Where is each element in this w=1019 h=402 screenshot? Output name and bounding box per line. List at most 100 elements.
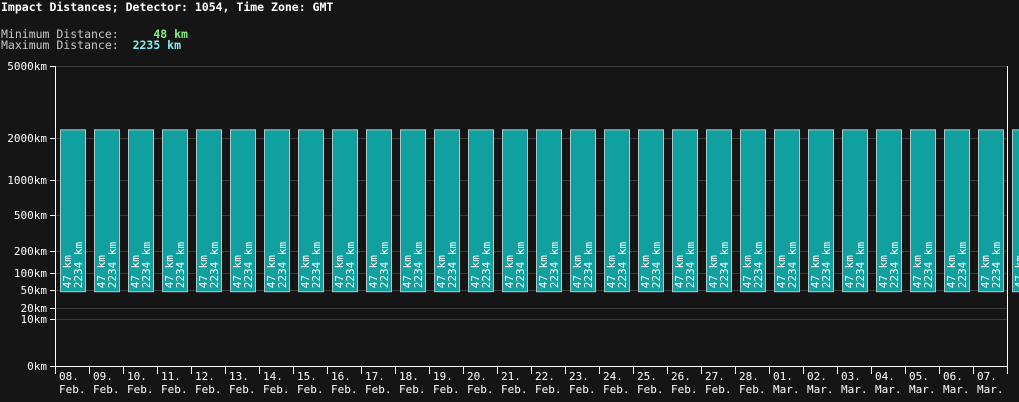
bar-rect[interactable]: [944, 129, 970, 293]
bar-rect[interactable]: [264, 129, 290, 293]
bar-rect[interactable]: [60, 129, 86, 293]
bar-rect[interactable]: [570, 129, 596, 293]
bar-rect[interactable]: [400, 129, 426, 293]
bar-max-label: 2234 km: [650, 241, 663, 288]
x-tick-label-month: Feb.: [535, 383, 562, 396]
bar-min-label: 47 km: [673, 255, 686, 288]
bar-min-label: 47 km: [775, 255, 788, 288]
bar-rect[interactable]: [910, 129, 936, 293]
bar-rect[interactable]: [94, 129, 120, 293]
bar-min-label: 47 km: [571, 255, 584, 288]
bar-rect[interactable]: [604, 129, 630, 293]
bar-rect[interactable]: [706, 129, 732, 293]
x-tick-label-day: 18.: [399, 370, 419, 383]
bar-min-label: 47 km: [469, 255, 482, 288]
bar-rect[interactable]: [434, 129, 460, 293]
x-tick-label-month: Feb.: [569, 383, 596, 396]
x-tick-label-month: Mar.: [807, 383, 834, 396]
x-tick-label-day: 06.: [943, 370, 963, 383]
bar-rect[interactable]: [808, 129, 834, 293]
bar-rect[interactable]: [468, 129, 494, 293]
bar-rect[interactable]: [230, 129, 256, 293]
bar-rect[interactable]: [978, 129, 1004, 293]
bar-min-label: 47 km: [741, 255, 754, 288]
x-tick-label-day: 07.: [977, 370, 997, 383]
x-tick-label-month: Mar.: [841, 383, 868, 396]
bar-rect[interactable]: [162, 129, 188, 293]
x-tick-label-month: Feb.: [637, 383, 664, 396]
bar-rect[interactable]: [638, 129, 664, 293]
bar-max-label: 2234 km: [446, 241, 459, 288]
bar-min-label: 47 km: [503, 255, 516, 288]
bar-rect[interactable]: [128, 129, 154, 293]
bar-rect[interactable]: [536, 129, 562, 293]
bar-rect[interactable]: [196, 129, 222, 293]
bar-rect[interactable]: [740, 129, 766, 293]
x-tick-label-month: Feb.: [59, 383, 86, 396]
bar-max-label: 2234 km: [140, 241, 153, 288]
x-tick-label-month: Feb.: [331, 383, 358, 396]
bar-min-label: 47 km: [333, 255, 346, 288]
bar-rect[interactable]: [298, 129, 324, 293]
x-tick-label-day: 20.: [467, 370, 487, 383]
x-tick-label-day: 14.: [263, 370, 283, 383]
y-tick-label: 10km: [21, 313, 48, 326]
bar-max-label: 2234 km: [242, 241, 255, 288]
bar-rect[interactable]: [1012, 129, 1019, 293]
x-tick-label-day: 03.: [841, 370, 861, 383]
x-tick-label-day: 13.: [229, 370, 249, 383]
y-tick-label: 200km: [14, 245, 47, 258]
chart-title: Impact Distances; Detector: 1054, Time Z…: [1, 0, 334, 14]
x-tick-label-day: 16.: [331, 370, 351, 383]
bar-rect[interactable]: [672, 129, 698, 293]
bar-max-label: 2234 km: [480, 241, 493, 288]
bar-max-label: 2234 km: [854, 241, 867, 288]
max-distance-label: Maximum Distance:: [1, 38, 119, 52]
bar-min-label: 47 km: [945, 255, 958, 288]
bar-rect[interactable]: [842, 129, 868, 293]
min-distance-value: 48 km: [153, 27, 188, 41]
bar-rect[interactable]: [332, 129, 358, 293]
bar-rect[interactable]: [502, 129, 528, 293]
y-tick-label: 5000km: [7, 60, 47, 73]
bar-min-label: 47 km: [877, 255, 890, 288]
bar-rect[interactable]: [774, 129, 800, 293]
bar-rect[interactable]: [876, 129, 902, 293]
bar-min-label: 47 km: [265, 255, 278, 288]
max-distance-row: Maximum Distance: 2235 km: [1, 39, 181, 51]
x-tick-label-day: 25.: [637, 370, 657, 383]
x-tick-label-day: 01.: [773, 370, 793, 383]
y-tick-label: 50km: [21, 284, 48, 297]
bar-min-label: 47 km: [61, 255, 74, 288]
bar-rect[interactable]: [366, 129, 392, 293]
